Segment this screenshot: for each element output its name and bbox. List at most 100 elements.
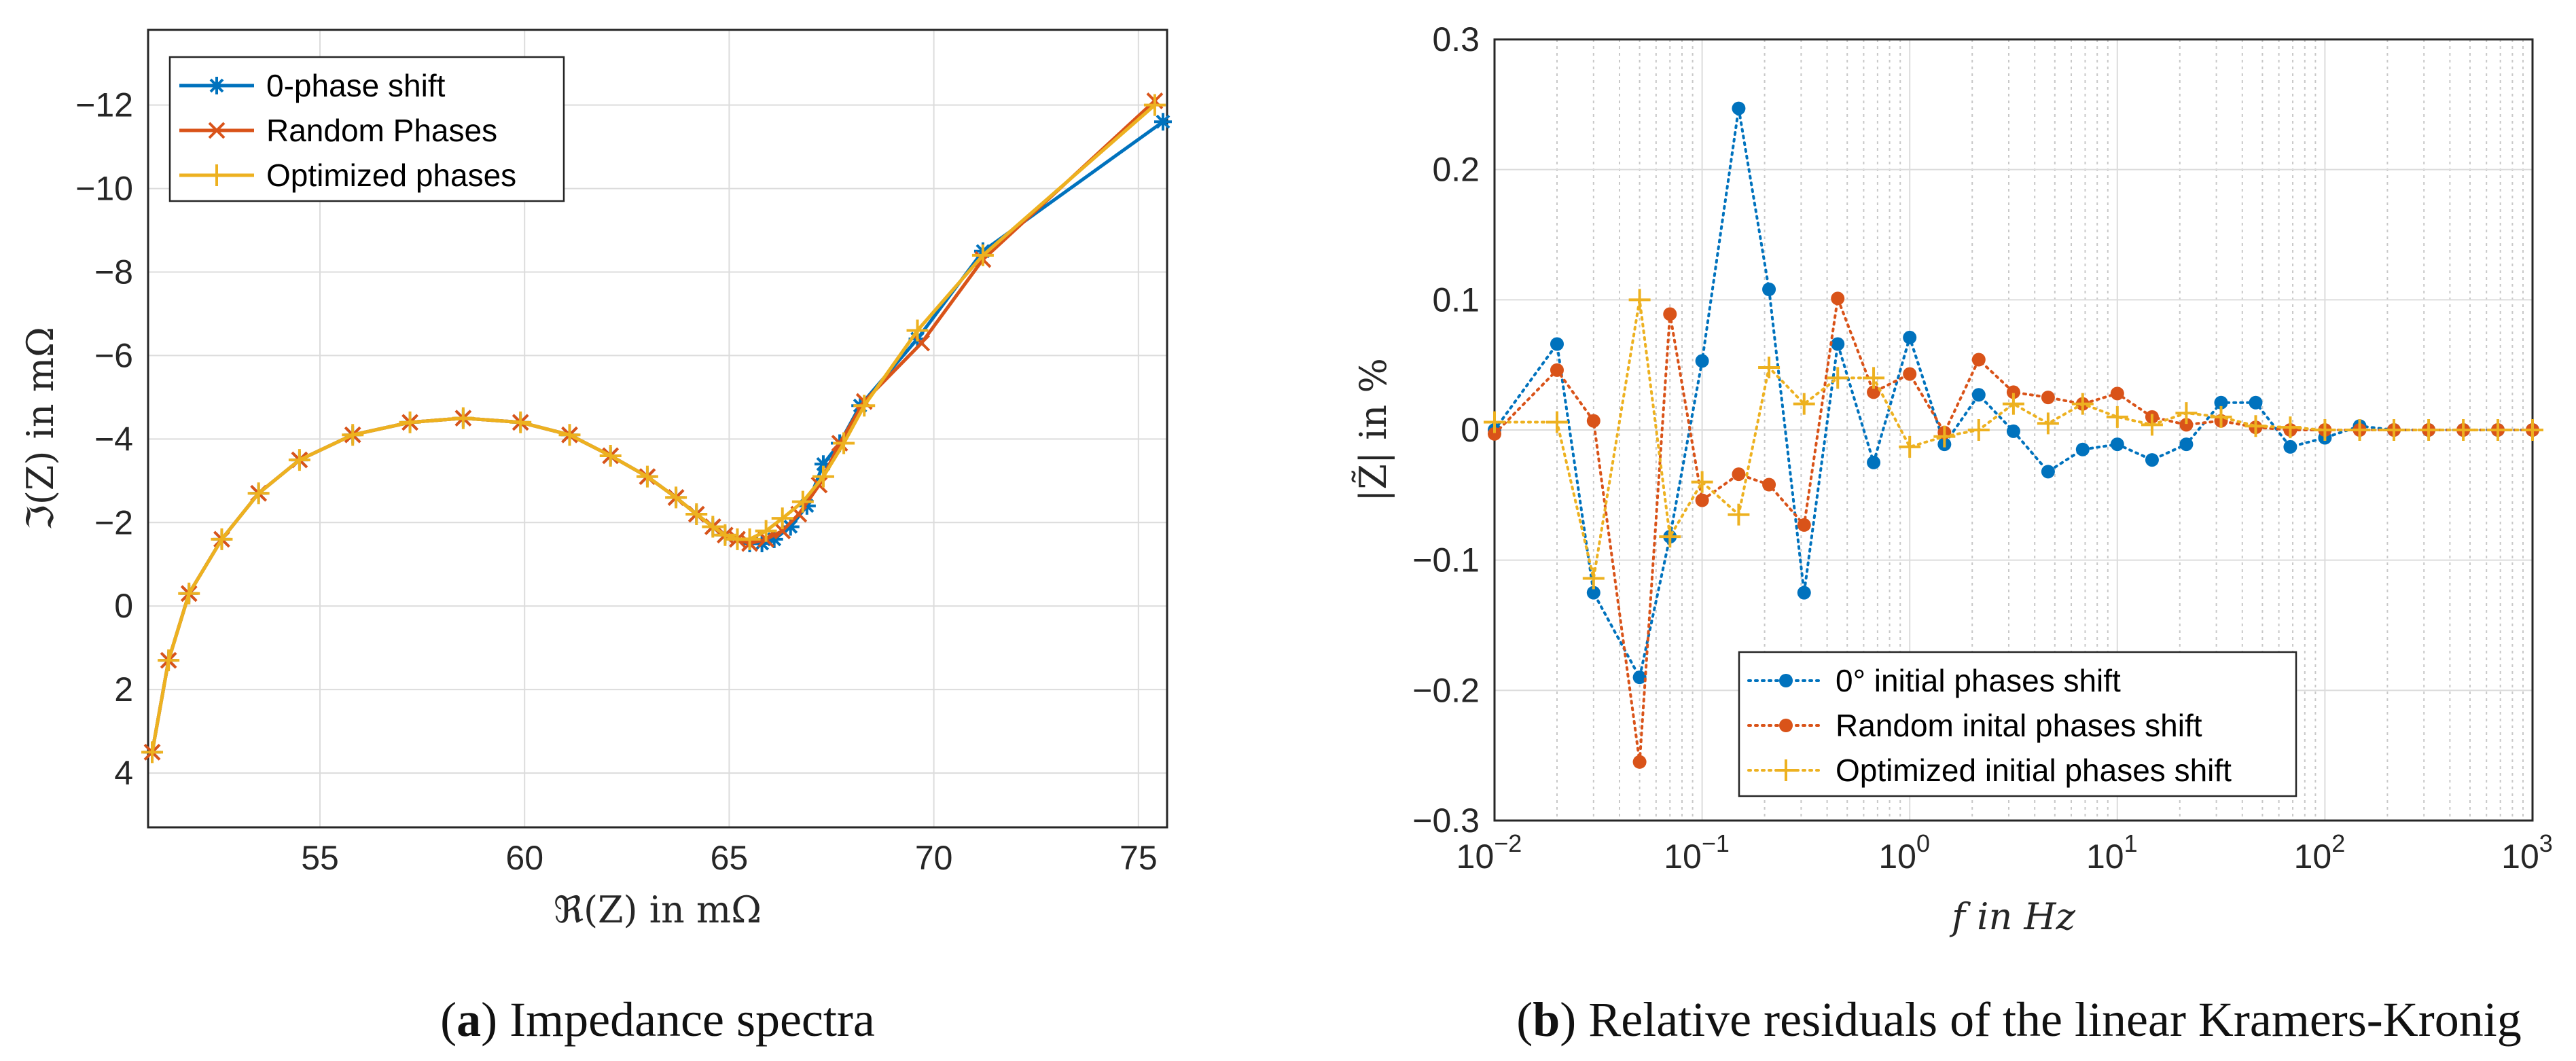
caption-a: (a) Impedance spectra — [440, 992, 875, 1047]
caption-paren-open: ( — [440, 992, 457, 1047]
data-point — [1153, 113, 1172, 131]
caption-paren-close: ) — [1560, 992, 1588, 1047]
x-tick-exponent: −2 — [1494, 829, 1522, 857]
x-tick-exponent: 1 — [2124, 829, 2138, 857]
legend-marker — [1779, 719, 1793, 732]
x-tick-base: 10 — [2086, 838, 2124, 876]
data-point — [771, 507, 793, 530]
x-tick-exponent: −1 — [1702, 829, 1730, 857]
data-point — [1762, 283, 1776, 296]
y-tick-label: −10 — [75, 170, 133, 208]
caption-label: a — [457, 992, 481, 1047]
data-point — [2382, 419, 2405, 441]
data-point — [833, 432, 855, 454]
data-point — [2110, 437, 2124, 452]
panel-b: 10−2 10−1 100 101 102 103−0.3−0.2−0.100.10.20… — [1351, 20, 2553, 1047]
data-point — [1632, 755, 1647, 769]
data-point — [1728, 503, 1750, 526]
data-point — [2179, 418, 2194, 432]
data-point — [1967, 419, 1990, 441]
x-tick-label: 60 — [505, 839, 543, 877]
data-point — [1732, 467, 1746, 482]
data-point — [2002, 393, 2024, 415]
data-point — [558, 424, 581, 446]
data-point — [2006, 424, 2020, 438]
legend-entry: Optimized initial phases shift — [1836, 753, 2232, 788]
x-axis-label: f in Hz — [1949, 895, 2075, 938]
y-tick-label: 0.3 — [1432, 20, 1480, 58]
data-point — [702, 516, 724, 538]
data-point — [2179, 437, 2194, 452]
x-tick-base: 10 — [1878, 838, 1916, 876]
data-point — [1903, 367, 1917, 381]
data-point — [178, 582, 200, 605]
data-point — [1695, 493, 1709, 507]
data-point — [1863, 367, 1885, 389]
data-point — [2279, 416, 2302, 439]
data-point — [685, 503, 708, 526]
data-point — [2418, 419, 2440, 441]
data-point — [1899, 435, 1921, 458]
data-point — [2244, 415, 2267, 437]
caption-text: Impedance spectra — [509, 992, 875, 1047]
data-point — [665, 486, 687, 509]
data-point — [1831, 291, 1845, 306]
x-tick-exponent: 3 — [2539, 829, 2553, 857]
legend-box — [1738, 651, 2297, 797]
y-tick-label: −2 — [94, 503, 133, 541]
data-point — [2314, 419, 2336, 441]
data-point — [1143, 94, 1166, 116]
x-tick-base: 10 — [2501, 838, 2539, 876]
data-point — [1732, 101, 1746, 115]
data-point — [2006, 385, 2020, 399]
data-point — [158, 649, 180, 672]
data-point — [1632, 670, 1647, 685]
x-axis-label: ℜ(Z) in mΩ — [554, 888, 762, 931]
x-tick-label: 10−1 — [1664, 829, 1730, 876]
data-point — [2110, 386, 2124, 401]
x-tick-label: 100 — [1878, 829, 1930, 876]
axes-frame-a — [147, 29, 1168, 829]
data-point — [1628, 289, 1651, 311]
legend-b: 0° initial phases shift Random inital pha… — [1738, 651, 2297, 797]
x-tick-base: 10 — [2294, 838, 2332, 876]
data-point — [211, 528, 233, 550]
data-point — [1903, 330, 1917, 344]
x-tick-exponent: 2 — [2331, 829, 2345, 857]
y-tick-label: 0.2 — [1432, 151, 1480, 189]
data-point — [1831, 337, 1845, 351]
caption-text: Relative residuals of the linear Kramers… — [1588, 992, 2522, 1047]
y-tick-label: −4 — [94, 420, 133, 458]
y-tick-label: 4 — [114, 754, 133, 792]
data-point — [1582, 567, 1605, 590]
legend-marker — [206, 164, 228, 186]
data-point — [288, 449, 310, 471]
data-point — [1971, 388, 1986, 402]
data-point — [1691, 471, 1713, 493]
data-point — [791, 490, 814, 513]
legend-entry: Random inital phases shift — [1836, 708, 2202, 743]
data-point — [812, 465, 834, 488]
data-point — [2075, 442, 2090, 456]
series-line — [150, 103, 1156, 753]
data-point — [1762, 478, 1776, 492]
legend-marker — [208, 77, 226, 94]
y-tick-label: 0.1 — [1432, 281, 1480, 319]
data-point — [798, 497, 816, 515]
data-point — [141, 741, 164, 763]
data-point — [2106, 406, 2128, 428]
x-tick-label: 75 — [1120, 839, 1158, 877]
y-tick-label: −12 — [75, 86, 133, 124]
data-point — [814, 455, 832, 473]
legend-marker — [1775, 759, 1797, 781]
y-tick-label: −6 — [94, 336, 133, 374]
data-point — [755, 520, 777, 542]
x-tick-exponent: 0 — [1916, 829, 1930, 857]
data-point — [781, 518, 800, 536]
data-point — [1971, 353, 1986, 367]
legend-entry: Random Phases — [266, 113, 497, 148]
data-point — [971, 244, 994, 266]
data-point — [2283, 439, 2297, 454]
data-point — [765, 530, 783, 548]
